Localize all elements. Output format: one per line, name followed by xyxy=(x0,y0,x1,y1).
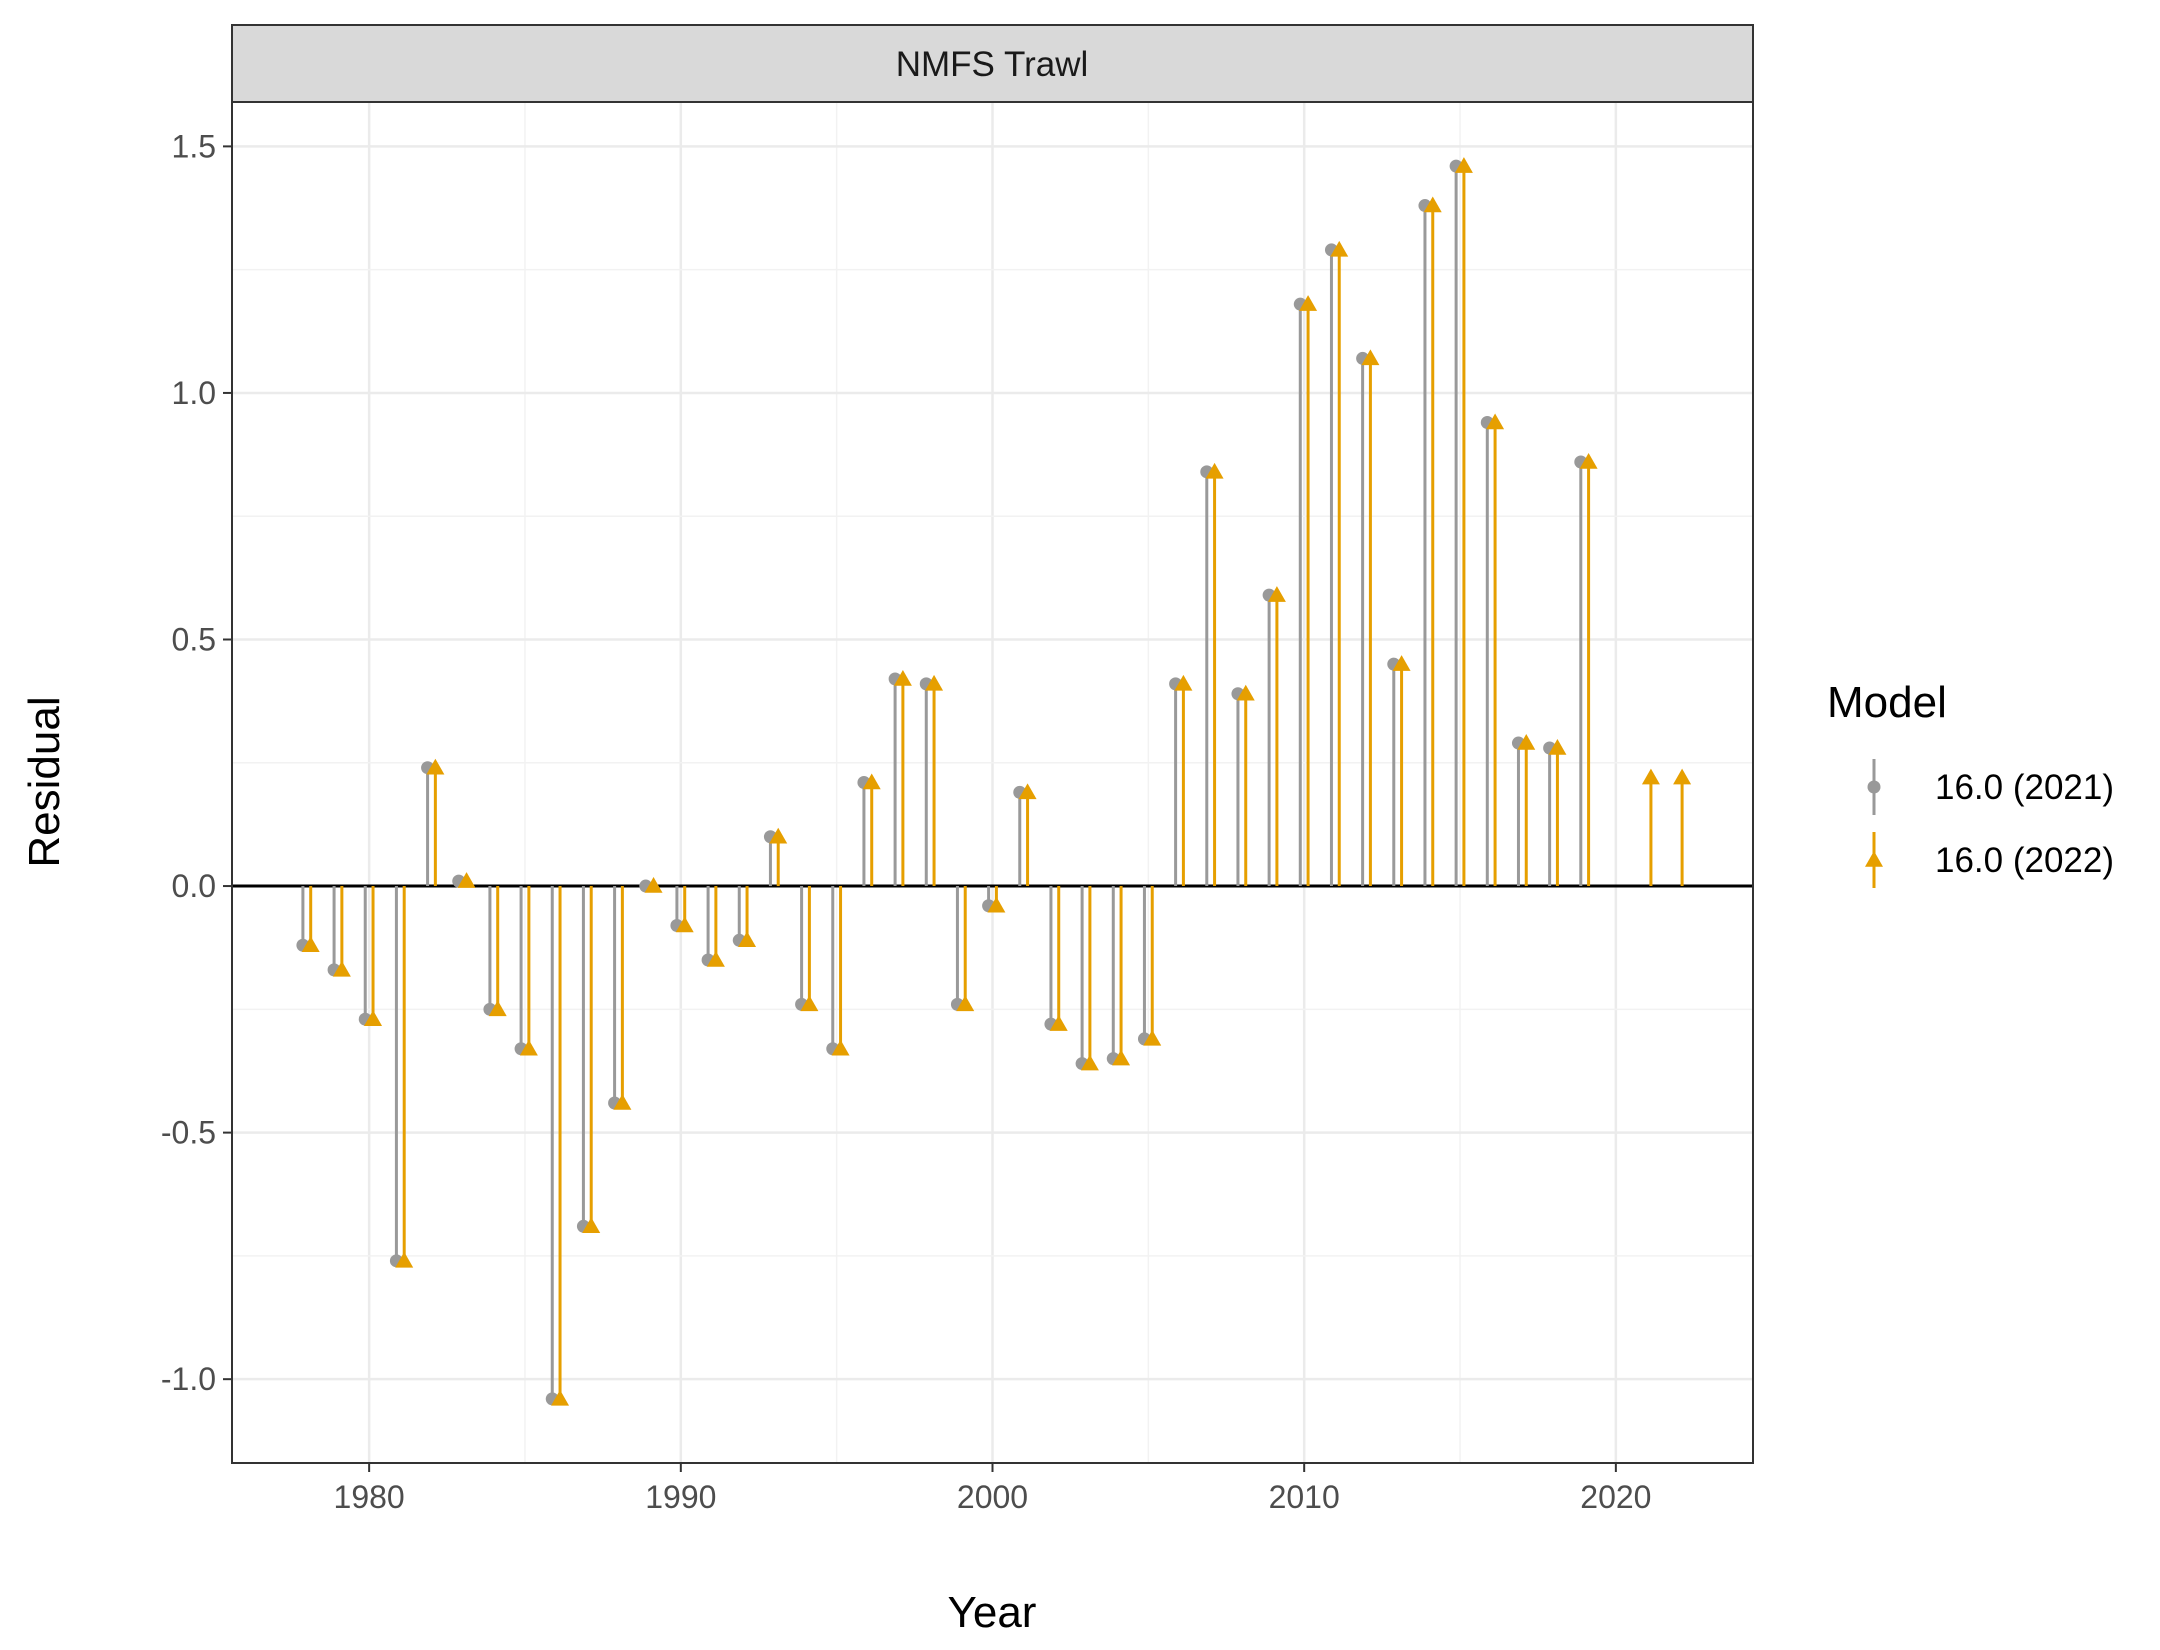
point xyxy=(1174,674,1193,691)
point xyxy=(831,1039,850,1056)
point xyxy=(551,1389,570,1406)
grid-lines xyxy=(232,102,1753,1463)
y-tick-label: 1.0 xyxy=(172,375,216,411)
point xyxy=(1454,157,1473,173)
point xyxy=(1517,734,1536,750)
point xyxy=(1143,1029,1162,1046)
x-tick-label: 1990 xyxy=(645,1479,716,1515)
y-tick-label: 0.0 xyxy=(172,868,216,904)
point xyxy=(1049,1015,1068,1031)
point xyxy=(1548,738,1567,755)
y-axis: -1.0 -0.5 0.0 0.5 1.0 1.5 xyxy=(161,128,232,1397)
legend-label: 16.0 (2021) xyxy=(1935,768,2114,807)
point xyxy=(893,669,912,686)
data-marks xyxy=(296,157,1692,1406)
y-tick-label: -1.0 xyxy=(161,1361,216,1397)
point xyxy=(1641,768,1660,785)
legend-key-point xyxy=(1867,780,1881,794)
point xyxy=(1579,452,1598,469)
point xyxy=(582,1217,601,1234)
point xyxy=(332,960,351,977)
point xyxy=(426,758,445,775)
point xyxy=(1080,1054,1099,1071)
legend-title: Model xyxy=(1827,678,1947,727)
y-tick-label: -0.5 xyxy=(161,1115,216,1151)
point xyxy=(301,936,320,952)
point xyxy=(457,872,476,888)
point xyxy=(675,916,694,933)
point xyxy=(1112,1049,1131,1066)
point xyxy=(800,995,819,1012)
series-1 xyxy=(296,159,1588,1406)
x-tick-label: 1980 xyxy=(334,1479,405,1515)
point xyxy=(1205,462,1224,479)
panel-strip xyxy=(231,24,1754,103)
legend-label: 16.0 (2022) xyxy=(1935,841,2114,880)
point xyxy=(519,1039,538,1056)
point xyxy=(1673,768,1692,785)
x-axis-title: Year xyxy=(948,1588,1037,1637)
point xyxy=(706,951,725,967)
point xyxy=(364,1010,383,1026)
y-tick-label: 1.5 xyxy=(172,128,216,164)
point xyxy=(1267,586,1286,602)
point xyxy=(738,931,757,948)
point xyxy=(1018,783,1037,800)
point xyxy=(1423,196,1442,213)
x-axis: 1980 1990 2000 2010 2020 xyxy=(334,1463,1651,1515)
x-tick-label: 2020 xyxy=(1580,1479,1651,1515)
legend-item-2: 16.0 (2022) xyxy=(1865,832,2114,888)
panel-title: NMFS Trawl xyxy=(896,45,1089,84)
x-tick-label: 2010 xyxy=(1269,1479,1340,1515)
point xyxy=(1392,655,1411,671)
point xyxy=(644,877,663,893)
point xyxy=(862,773,881,790)
point xyxy=(1299,295,1318,311)
point xyxy=(956,995,975,1012)
point xyxy=(1486,413,1505,430)
point xyxy=(1236,684,1255,701)
point xyxy=(613,1094,632,1110)
legend: Model 16.0 (2021) 16.0 (2022) xyxy=(1827,678,2114,888)
point xyxy=(1330,240,1349,257)
x-tick-label: 2000 xyxy=(957,1479,1028,1515)
legend-key-point xyxy=(1865,851,1883,867)
point xyxy=(769,827,788,844)
point xyxy=(1361,349,1380,366)
y-tick-label: 0.5 xyxy=(172,621,216,657)
point xyxy=(395,1251,414,1268)
series-2 xyxy=(301,157,1692,1406)
point xyxy=(987,896,1006,913)
point xyxy=(488,1000,507,1017)
legend-item-1: 16.0 (2021) xyxy=(1867,759,2114,815)
y-axis-title: Residual xyxy=(20,696,69,867)
point xyxy=(925,674,944,691)
